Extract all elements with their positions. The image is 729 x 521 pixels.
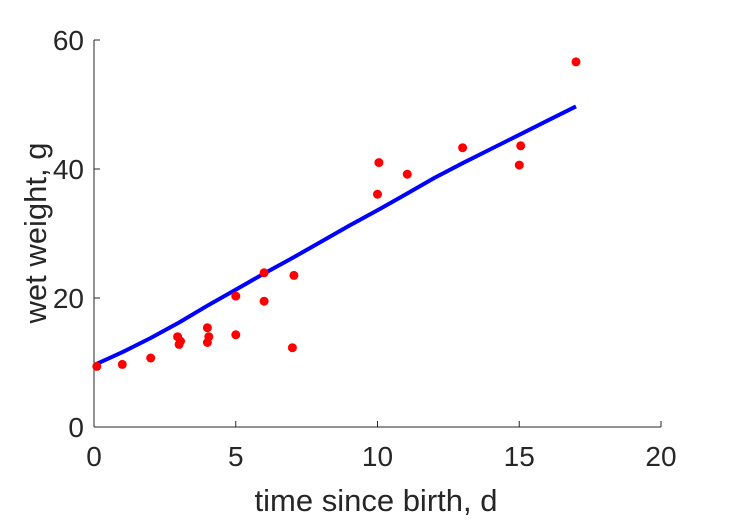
x-tick-label: 5	[228, 441, 244, 472]
x-tick-label: 20	[645, 441, 676, 472]
y-tick-label: 0	[68, 412, 84, 443]
data-point	[289, 270, 299, 280]
data-point	[373, 189, 382, 199]
data-point	[402, 169, 412, 179]
data-point	[204, 332, 214, 342]
axes	[93, 39, 662, 428]
data-point	[514, 160, 524, 170]
x-tick-label: 0	[86, 441, 102, 472]
y-tick-label: 60	[53, 25, 84, 56]
y-tick-label: 20	[53, 283, 84, 314]
data-point	[231, 330, 241, 340]
tick-labels: 0 5 10 15 20 0 20 40 60	[53, 25, 677, 472]
y-axis-label: wet weight, g	[18, 143, 53, 325]
data-point	[146, 353, 156, 363]
data-points-layer	[92, 57, 581, 371]
data-point	[259, 268, 269, 278]
fitted-curve-line	[95, 104, 577, 366]
data-point	[92, 361, 102, 371]
data-point	[259, 296, 269, 306]
x-tick-label: 10	[362, 441, 393, 472]
data-point	[571, 57, 581, 67]
x-tick-label: 15	[504, 441, 535, 472]
y-tick-label: 40	[53, 154, 84, 185]
x-axis-label: time since birth, d	[255, 483, 498, 518]
data-point	[516, 141, 526, 151]
data-point	[117, 359, 127, 369]
data-point	[374, 158, 384, 168]
data-point	[458, 143, 468, 153]
data-point	[287, 343, 297, 353]
fitted-curve-layer	[95, 104, 577, 366]
data-point	[231, 291, 241, 301]
data-point	[202, 323, 212, 333]
data-point	[176, 336, 185, 346]
